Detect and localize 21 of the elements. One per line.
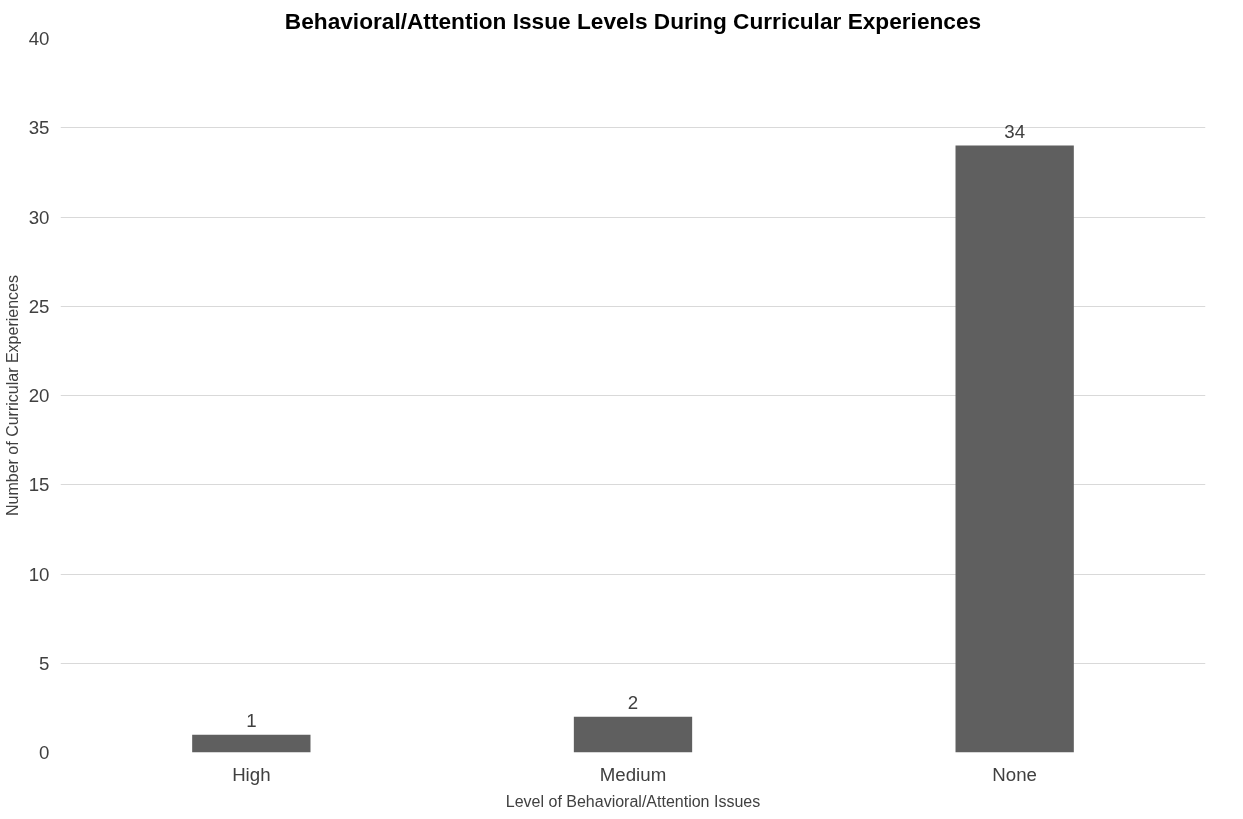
x-tick-label: High [232,763,271,785]
y-tick-label: 5 [39,652,50,674]
x-axis-title: Level of Behavioral/Attention Issues [505,792,761,810]
y-axis-title: Number of Curricular Experiences [3,275,21,516]
y-tick-label: 0 [39,742,50,763]
y-tick-label: 25 [28,295,50,317]
y-tick-label: 20 [28,385,50,406]
bar [573,716,693,753]
data-label: 34 [1004,120,1026,142]
data-label: 2 [627,691,639,713]
y-tick-label: 30 [28,206,50,228]
bar [955,145,1074,753]
x-tick-label: None [992,763,1037,785]
bar [192,734,311,753]
x-tick-label: Medium [599,763,667,785]
y-tick-label: 35 [28,117,50,139]
data-label: 1 [246,709,257,731]
y-tick-label: 15 [28,474,50,496]
chart-title: Behavioral/Attention Issue Levels During Curricular Experiences [284,7,982,34]
y-tick-label: 10 [28,563,50,585]
y-tick-label: 40 [28,28,50,49]
